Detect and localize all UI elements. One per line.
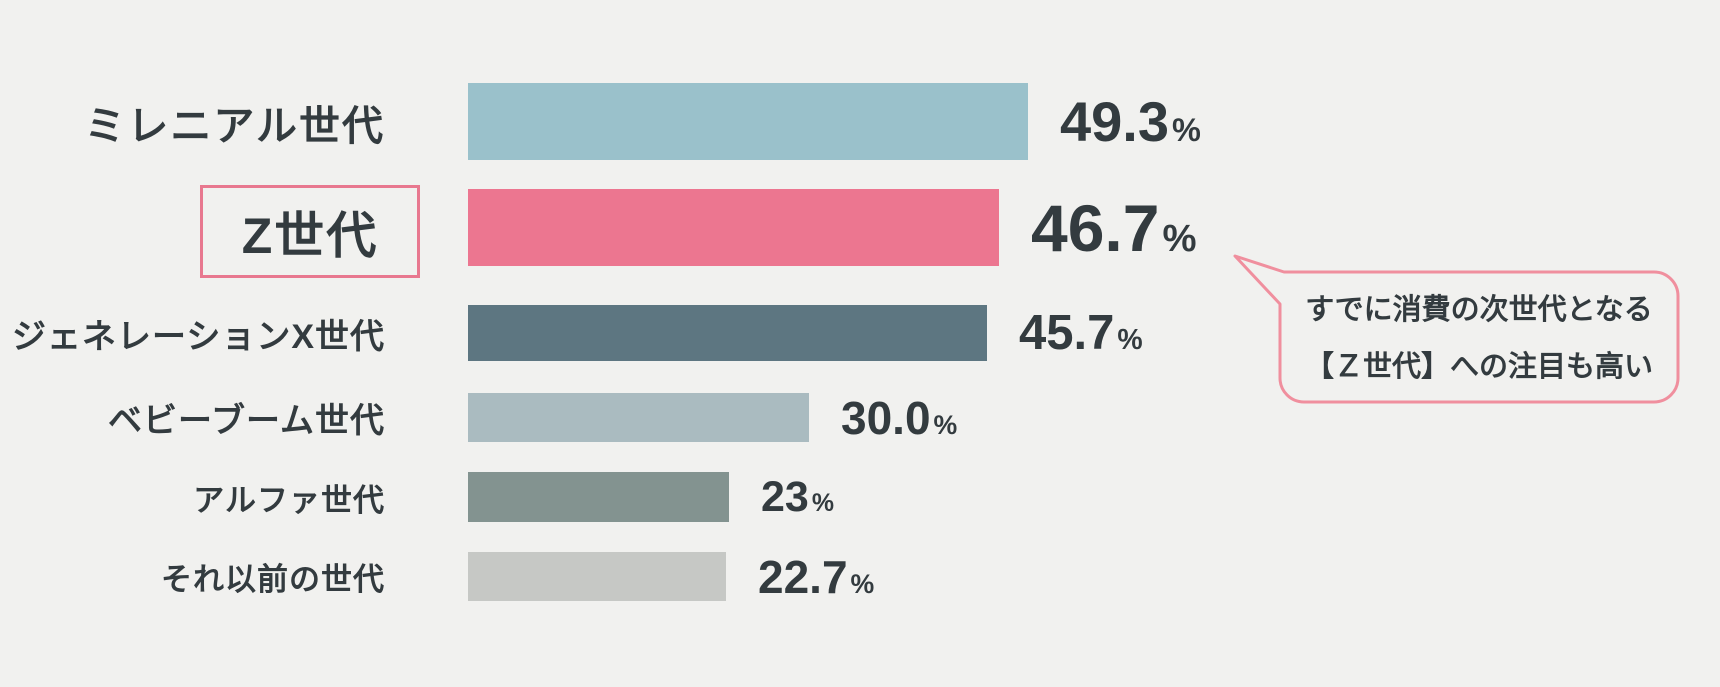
highlighted-category-box: Z世代 [200,185,420,278]
value-label: 49.3% [1060,93,1201,150]
bar [468,393,809,442]
category-label-cell: ベビーブーム世代 [0,393,420,442]
value-label: 22.7% [758,554,874,600]
value-label: 46.7% [1031,195,1197,261]
chart-row: ベビーブーム世代 30.0% [0,393,957,442]
annotation-bubble [1233,254,1680,404]
percent-sign: % [1117,323,1143,356]
percent-sign: % [811,488,835,517]
category-label: それ以前の世代 [161,562,385,597]
chart-row: それ以前の世代 22.7% [0,552,874,601]
category-label: アルファ世代 [193,482,385,518]
value-number: 49.3 [1060,89,1169,153]
value-label: 23% [761,472,835,521]
category-label-cell: アルファ世代 [0,475,420,520]
annotation-text: すでに消費の次世代となる 【Ｚ世代】への注目も高い [1280,272,1678,402]
value-number: 45.7 [1019,305,1115,360]
bar [468,83,1028,160]
value-label: 45.7% [1019,305,1143,360]
value-number: 30.0 [841,391,931,444]
chart-row: ミレニアル世代 49.3% [0,83,1201,160]
bar [468,552,726,601]
value-number: 46.7 [1031,190,1160,265]
category-label-cell: ミレニアル世代 [0,92,420,152]
category-label-cell: ジェネレーションX世代 [0,309,420,358]
category-label: ミレニアル世代 [84,102,385,149]
bar [468,189,999,266]
category-label-cell: Z世代 [0,177,420,278]
bar [468,472,729,522]
category-label-cell: それ以前の世代 [0,554,420,599]
chart-row: Z世代 46.7% [0,185,1197,278]
value-number: 23 [761,472,809,521]
value-number: 22.7 [758,550,848,603]
chart-row: アルファ世代 23% [0,472,834,522]
chart-row: ジェネレーションX世代 45.7% [0,305,1143,361]
category-label: ベビーブーム世代 [108,402,385,440]
annotation-line: すでに消費の次世代となる [1305,294,1653,327]
annotation-line: 【Ｚ世代】への注目も高い [1304,351,1653,383]
annotation-bubble-path [1233,254,1680,404]
percent-sign: % [1162,216,1197,260]
category-label: Z世代 [241,207,379,264]
percent-sign: % [850,568,875,599]
value-label: 30.0% [841,395,957,441]
bar [468,305,987,361]
category-label: ジェネレーションX世代 [12,317,385,356]
percent-sign: % [933,409,958,440]
percent-sign: % [1172,111,1201,148]
